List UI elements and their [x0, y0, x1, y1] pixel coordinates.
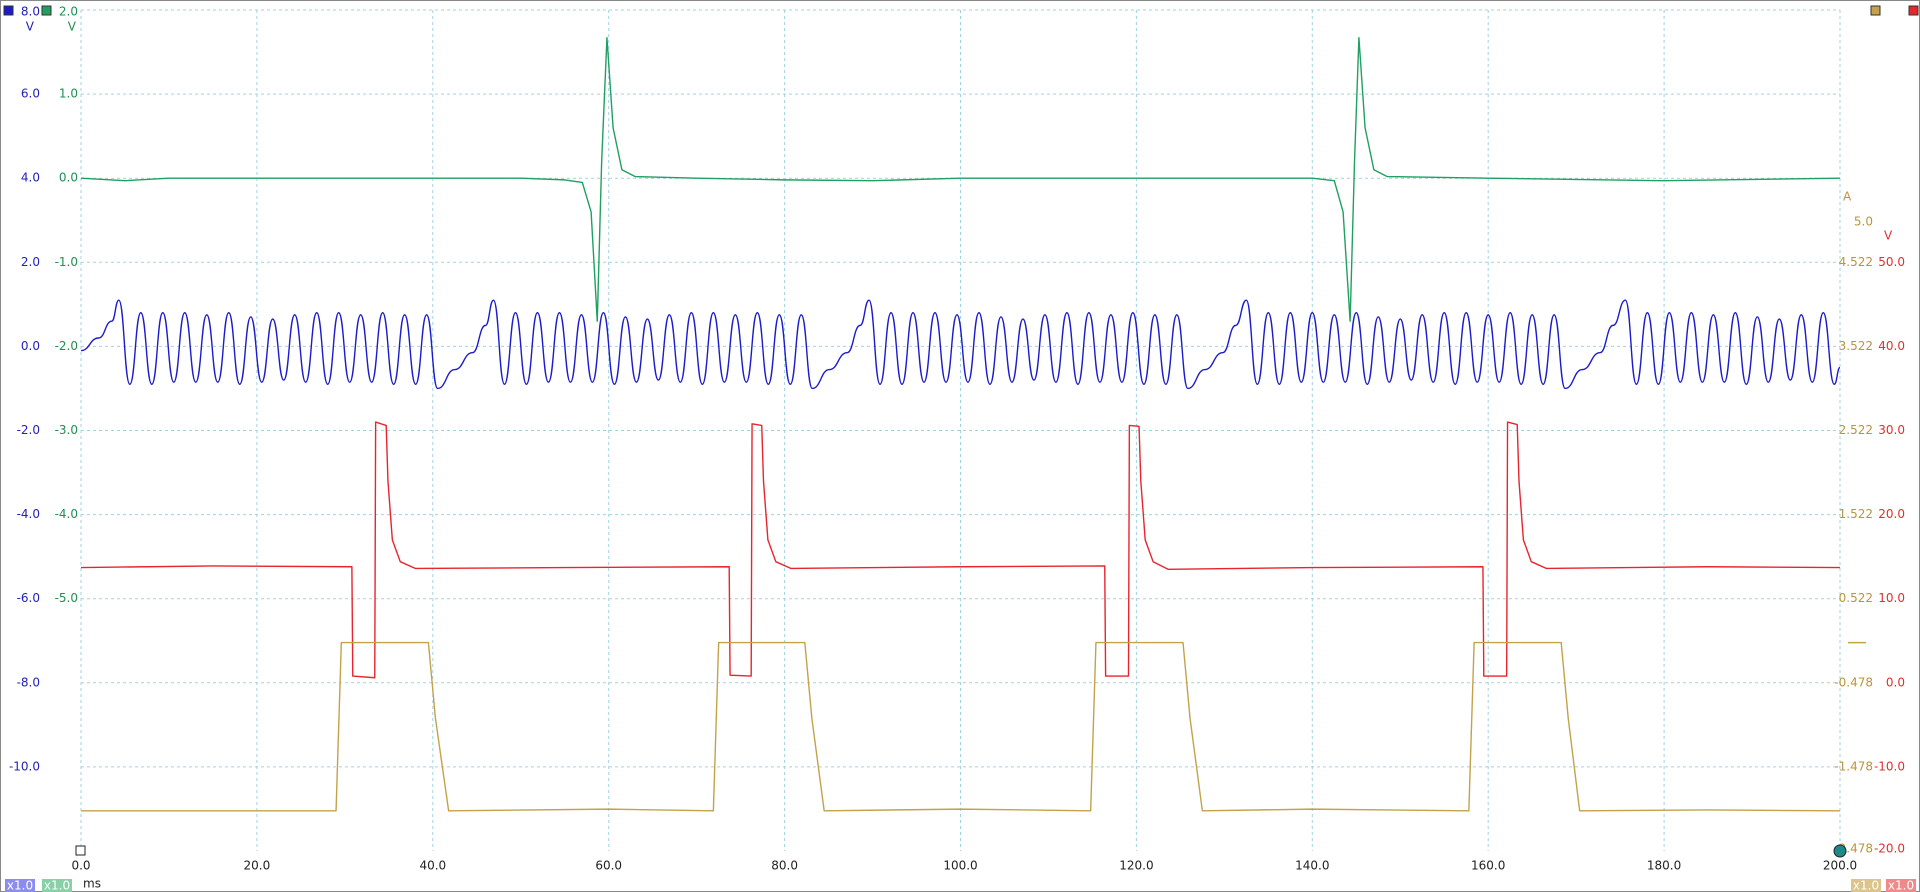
y-tick-label: 0.0	[1886, 675, 1905, 689]
y-tick-label: -20.0	[1874, 842, 1905, 856]
axis-unit: V	[1884, 229, 1893, 243]
y-tick-label: 2.0	[21, 255, 40, 269]
y-tick-label: 3.522	[1839, 339, 1873, 353]
x-tick-label: 180.0	[1647, 859, 1681, 873]
y-tick-label: -1.0	[55, 255, 78, 269]
y-tick-label: 50.0	[1878, 255, 1905, 269]
x-unit: ms	[83, 877, 101, 891]
y-tick-label: -10.0	[9, 759, 40, 773]
y-tick-label: -2.0	[55, 339, 78, 353]
channel-badge	[1851, 879, 1881, 892]
y-tick-label: -6.0	[17, 591, 40, 605]
channel-badge	[5, 879, 35, 892]
labels: 0.0 20.0 40.0 60.0 80.0 100.0 120.0 140.0 160.0 1…	[3, 5, 1919, 892]
y-tick-label: 0.522	[1839, 591, 1873, 605]
channel-marker	[41, 5, 52, 16]
y-tick-label: -2.0	[17, 423, 40, 437]
axis-unit: A	[1843, 190, 1852, 204]
channel-marker	[1870, 5, 1881, 16]
y-tick-label: -3.0	[55, 423, 78, 437]
x-tick-label: 140.0	[1295, 859, 1329, 873]
y-tick-label: -4.0	[55, 507, 78, 521]
y-tick-label: 4.0	[21, 171, 40, 185]
y-tick-label: 8.0	[21, 5, 40, 19]
traces	[80, 37, 1841, 812]
corner-marker	[1833, 844, 1847, 858]
channel-badge-label: x1.0	[44, 879, 70, 892]
trace	[81, 641, 1841, 812]
channel-badge	[42, 879, 72, 892]
y-tick-label: -10.0	[1874, 759, 1905, 773]
y-tick-label: -0.478	[1834, 675, 1873, 689]
y-tick-label: 4.522	[1839, 255, 1873, 269]
channel-badge-label: x1.0	[1853, 879, 1879, 892]
y-tick-label: 5.0	[1854, 215, 1873, 229]
y-tick-label: 2.522	[1839, 423, 1873, 437]
axis-unit: V	[26, 20, 35, 34]
channel-badge	[1886, 879, 1916, 892]
y-tick-label: -1.478	[1834, 759, 1873, 773]
channel-marker	[3, 5, 14, 16]
y-tick-label: 1.522	[1839, 507, 1873, 521]
channel-badge-label: x1.0	[1888, 879, 1914, 892]
x-tick-label: 100.0	[943, 859, 977, 873]
x-tick-label: 0.0	[71, 859, 90, 873]
x-tick-label: 40.0	[419, 859, 446, 873]
x-tick-label: 160.0	[1471, 859, 1505, 873]
channel-badge-label: x1.0	[7, 879, 33, 892]
x-tick-label: 200.0	[1823, 859, 1857, 873]
y-tick-label: 1.0	[59, 87, 78, 101]
y-tick-label: 10.0	[1878, 591, 1905, 605]
x-tick-label: 20.0	[244, 859, 271, 873]
y-tick-label: -8.0	[17, 675, 40, 689]
channel-marker	[1908, 5, 1919, 16]
y-tick-label: 40.0	[1878, 339, 1905, 353]
grid	[80, 9, 1841, 851]
trace	[80, 299, 1841, 390]
y-tick-label: 30.0	[1878, 423, 1905, 437]
y-tick-label: 20.0	[1878, 507, 1905, 521]
x-tick-label: 120.0	[1119, 859, 1153, 873]
y-tick-label: 0.0	[21, 339, 40, 353]
trace	[80, 421, 1841, 679]
y-tick-label: 6.0	[21, 87, 40, 101]
y-tick-label: 2.0	[59, 5, 78, 19]
axis-unit: V	[68, 20, 77, 34]
y-tick-label: 0.0	[59, 171, 78, 185]
trace	[80, 37, 1841, 322]
x-tick-label: 60.0	[595, 859, 622, 873]
corner-marker	[75, 845, 86, 856]
x-tick-label: 80.0	[771, 859, 798, 873]
y-tick-label: -4.0	[17, 507, 40, 521]
y-tick-label: -5.0	[55, 591, 78, 605]
